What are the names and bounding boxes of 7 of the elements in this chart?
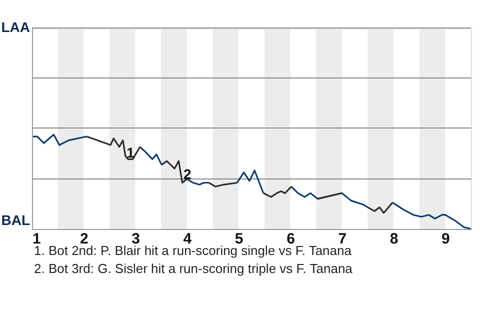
text: 2. Bot 3rd: G. Sisler hit a run-scoring triple vs F. Tanana [34, 261, 354, 276]
text: LAA [1, 19, 30, 35]
annotation: 1 [126, 144, 135, 160]
annotation: 2 [183, 166, 192, 182]
x-tick-label: 9 [442, 230, 450, 248]
text: BAL [1, 212, 30, 228]
x-tick-label: 8 [390, 230, 398, 248]
